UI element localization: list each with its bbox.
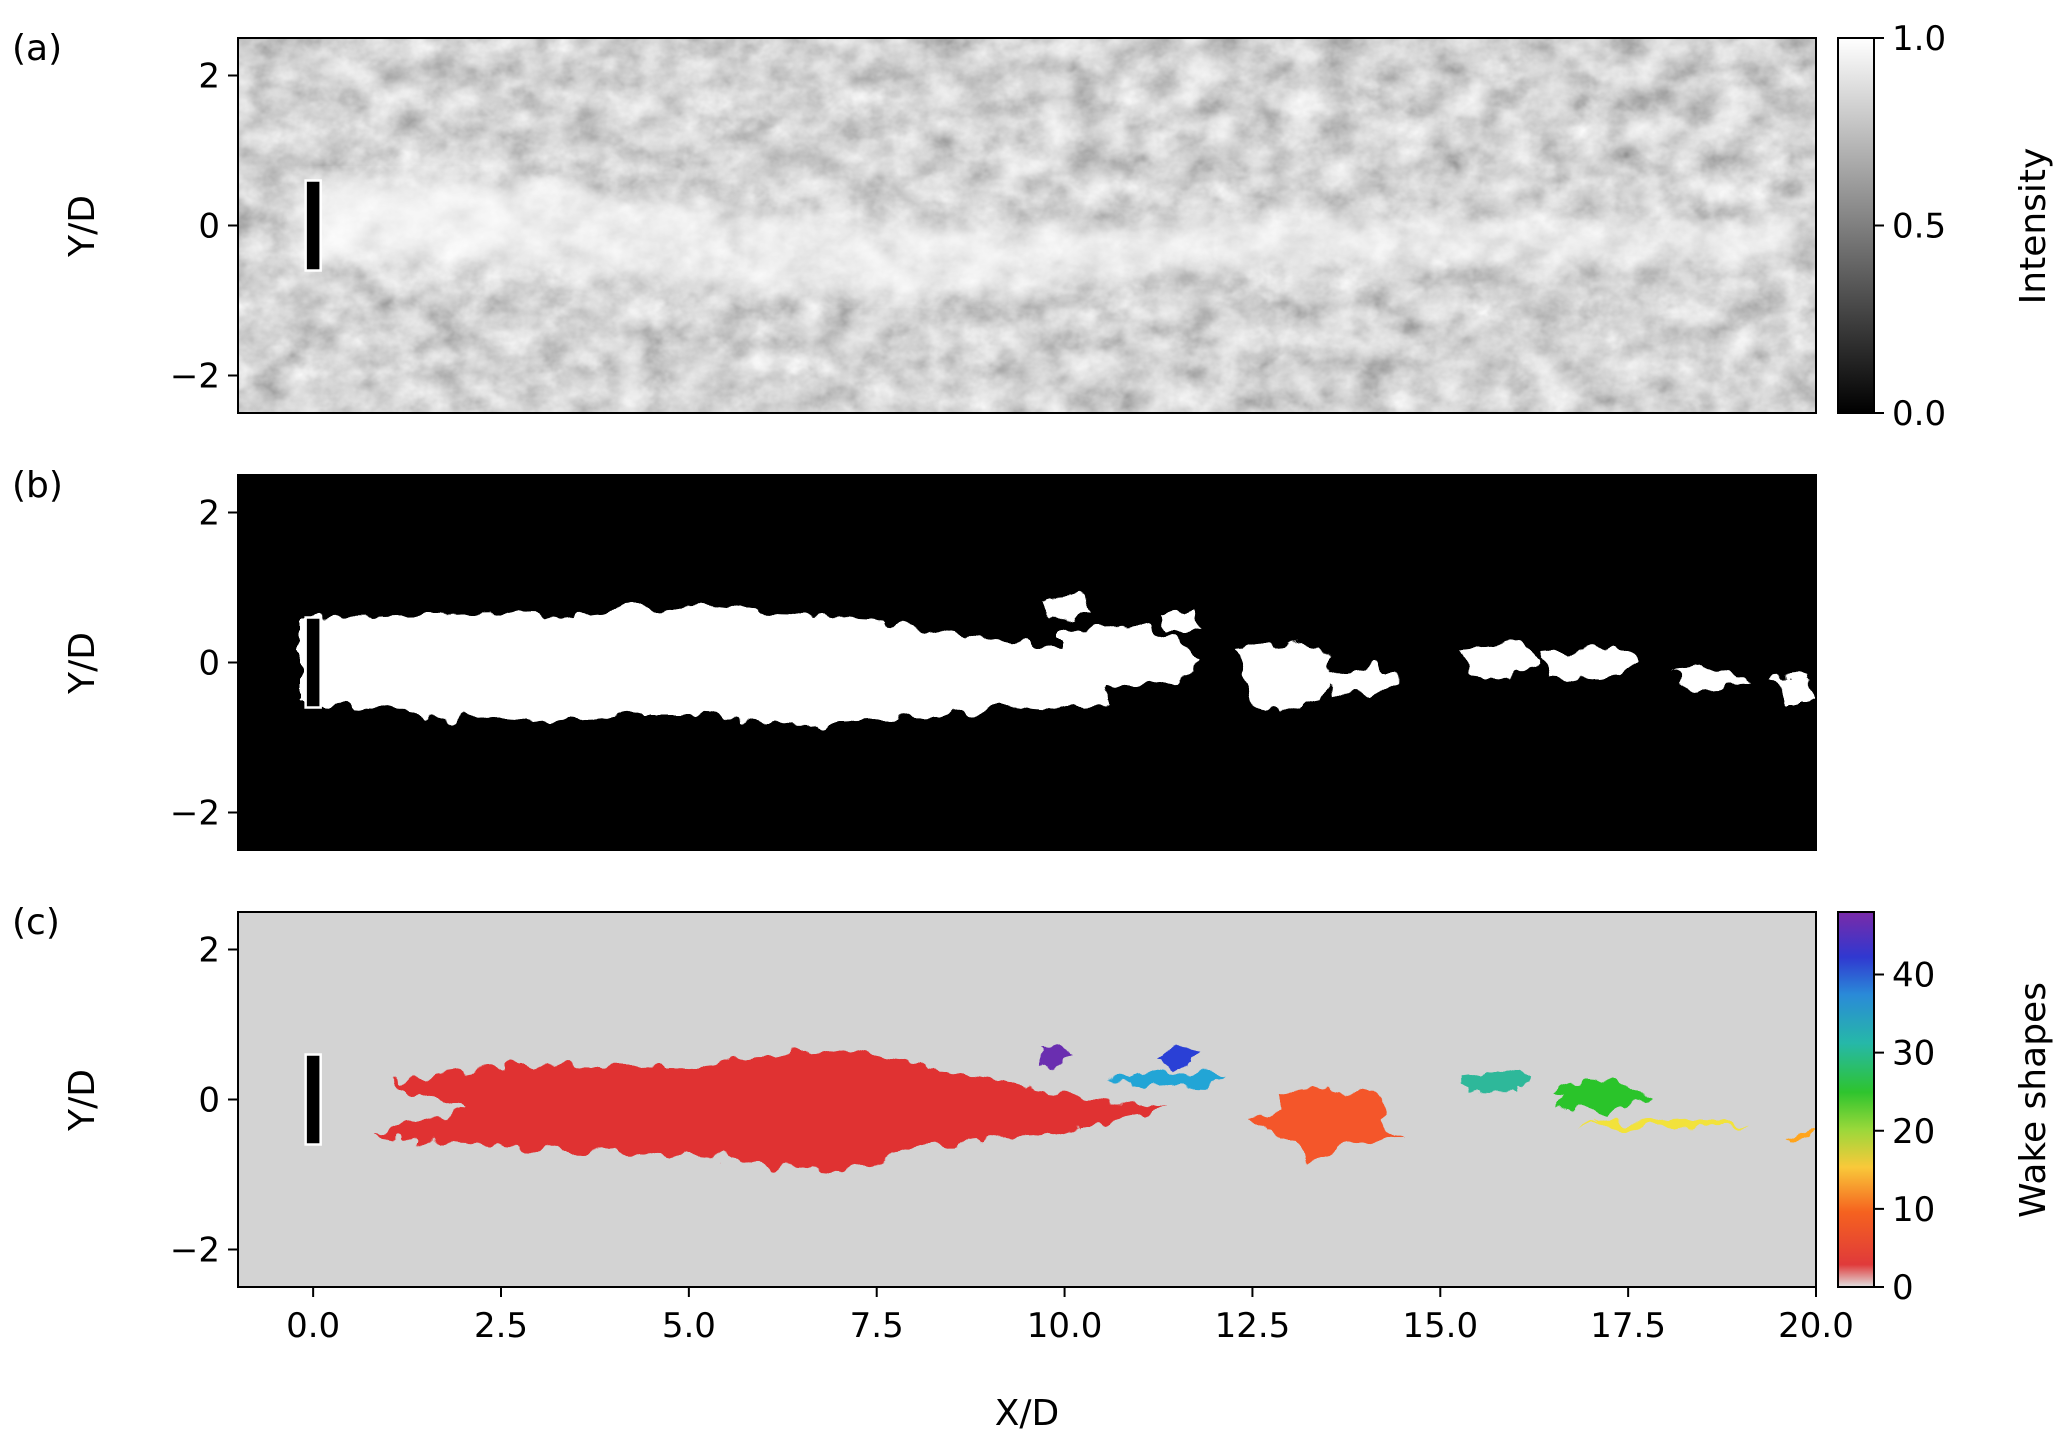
wake-shape-5 — [1248, 1086, 1400, 1159]
wake-shape-28 — [1461, 1067, 1527, 1096]
panel-a-ylabel: Y/D — [62, 195, 103, 258]
x-tick-label: 5.0 — [662, 1306, 716, 1346]
colorbar-tick-label: 0 — [1892, 1268, 1914, 1308]
y-tick-label: 0 — [198, 1081, 220, 1121]
x-tick-label: 10.0 — [1027, 1306, 1103, 1346]
wake-shape-13 — [1577, 1118, 1754, 1130]
wake-shape-10 — [1786, 1133, 1814, 1141]
colorbar-tick-label: 40 — [1892, 956, 1935, 996]
x-tick-label: 2.5 — [474, 1306, 528, 1346]
panel-c: 20−20.0 2.5 5.0 7.5 10.0 12.5 15.0 17.5 20.0 (c)… — [12, 902, 2054, 1434]
colorbar-tick-label: 1.0 — [1892, 19, 1946, 59]
x-tick-label: 7.5 — [850, 1306, 904, 1346]
wake-shapes-colorbar-label: Wake shapes — [2013, 982, 2054, 1218]
wake-shapes-colorbar — [1837, 911, 1875, 1288]
panel-c-xlabel: X/D — [995, 1393, 1060, 1434]
y-tick-label: −2 — [170, 357, 220, 397]
panel-a-wake-glow — [300, 178, 1816, 296]
y-tick-label: 2 — [198, 931, 220, 971]
panel-c-ylabel: Y/D — [62, 1069, 103, 1132]
panel-b-wake-mask — [300, 596, 1816, 724]
x-tick-label: 20.0 — [1778, 1306, 1854, 1346]
x-tick-label: 12.5 — [1215, 1306, 1291, 1346]
wake-shape-35 — [1105, 1069, 1230, 1087]
panel-a-body — [304, 179, 322, 272]
x-tick-label: 15.0 — [1402, 1306, 1478, 1346]
panel-a: 2 0 −2 (a) Y/D 1.0 0.5 0.0 Intensity — [12, 19, 2054, 434]
colorbar-tick-label: 30 — [1892, 1034, 1935, 1074]
panel-b-label: (b) — [12, 465, 63, 506]
colorbar-tick-label: 10 — [1892, 1190, 1935, 1230]
y-tick-label: 2 — [198, 494, 220, 534]
wake-shape-42 — [1154, 1044, 1196, 1069]
panel-c-label: (c) — [12, 902, 60, 943]
panel-b: 2 0 −2 (b) Y/D — [12, 465, 1817, 851]
intensity-colorbar — [1837, 37, 1875, 414]
y-tick-label: 0 — [198, 207, 220, 247]
colorbar-tick-label: 0.0 — [1892, 394, 1946, 434]
y-tick-label: 2 — [198, 57, 220, 97]
panel-b-body — [304, 616, 322, 709]
wake-shape-1 — [370, 1045, 1165, 1173]
x-tick-label: 17.5 — [1590, 1306, 1666, 1346]
x-tick-label: 0.0 — [286, 1306, 340, 1346]
panel-c-body — [304, 1053, 322, 1146]
panel-b-ylabel: Y/D — [62, 632, 103, 695]
colorbar-tick-label: 20 — [1892, 1112, 1935, 1152]
wake-shape-46 — [1036, 1047, 1072, 1065]
y-tick-label: −2 — [170, 794, 220, 834]
wake-shape-20 — [1553, 1077, 1650, 1114]
intensity-colorbar-label: Intensity — [2013, 148, 2054, 305]
colorbar-tick-label: 0.5 — [1892, 207, 1946, 247]
panel-a-label: (a) — [12, 28, 62, 69]
y-tick-label: 0 — [198, 644, 220, 684]
y-tick-label: −2 — [170, 1231, 220, 1271]
